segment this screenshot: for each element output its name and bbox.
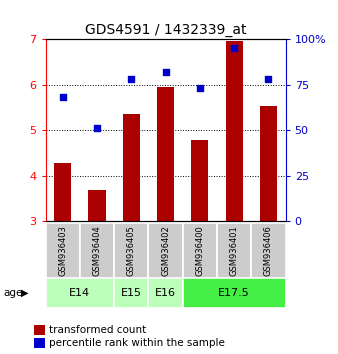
Bar bbox=[46, 223, 80, 278]
Text: age: age bbox=[3, 288, 23, 298]
Title: GDS4591 / 1432339_at: GDS4591 / 1432339_at bbox=[85, 23, 246, 36]
Point bbox=[197, 85, 202, 91]
Point bbox=[60, 95, 66, 100]
Bar bbox=[183, 278, 286, 308]
Point bbox=[94, 125, 100, 131]
Point bbox=[232, 45, 237, 51]
Point bbox=[266, 76, 271, 82]
Bar bbox=[80, 223, 114, 278]
Text: GSM936406: GSM936406 bbox=[264, 225, 273, 276]
Bar bbox=[260, 107, 277, 221]
Text: GSM936405: GSM936405 bbox=[127, 225, 136, 276]
Bar bbox=[148, 223, 183, 278]
Bar bbox=[89, 190, 105, 221]
Text: E17.5: E17.5 bbox=[218, 288, 250, 298]
Bar bbox=[183, 223, 217, 278]
Bar bbox=[148, 278, 183, 308]
Text: GSM936403: GSM936403 bbox=[58, 225, 67, 276]
Text: ▶: ▶ bbox=[21, 288, 29, 298]
Text: E16: E16 bbox=[155, 288, 176, 298]
Bar bbox=[251, 223, 286, 278]
Point bbox=[163, 69, 168, 75]
Bar bbox=[226, 41, 243, 221]
Bar bbox=[123, 114, 140, 221]
Text: GSM936402: GSM936402 bbox=[161, 225, 170, 276]
Bar bbox=[114, 278, 148, 308]
Bar bbox=[54, 163, 71, 221]
Point bbox=[129, 76, 134, 82]
Bar bbox=[114, 223, 148, 278]
Text: E14: E14 bbox=[69, 288, 91, 298]
Bar bbox=[217, 223, 251, 278]
Text: transformed count: transformed count bbox=[49, 325, 146, 335]
Text: GSM936404: GSM936404 bbox=[93, 225, 101, 276]
Bar bbox=[46, 278, 114, 308]
Text: E15: E15 bbox=[121, 288, 142, 298]
Text: GSM936401: GSM936401 bbox=[230, 225, 239, 276]
Bar bbox=[157, 87, 174, 221]
Text: percentile rank within the sample: percentile rank within the sample bbox=[49, 338, 225, 348]
Bar bbox=[191, 140, 209, 221]
Text: GSM936400: GSM936400 bbox=[195, 225, 204, 276]
